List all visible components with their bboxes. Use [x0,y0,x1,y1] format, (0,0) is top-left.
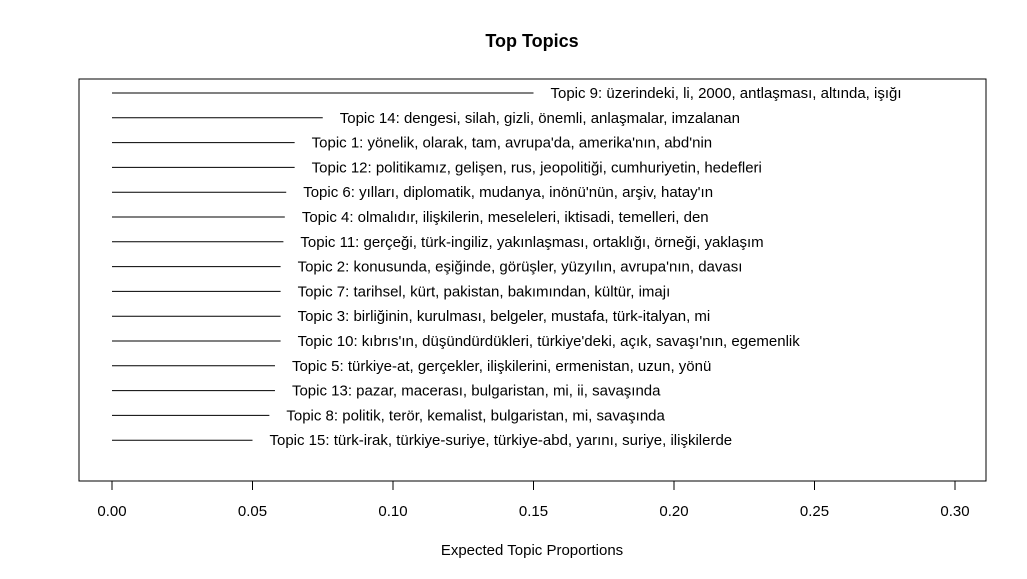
topic-label: Topic 14: dengesi, silah, gizli, önemli,… [340,110,740,127]
topic-label: Topic 1: yönelik, olarak, tam, avrupa'da… [312,135,712,152]
x-tick-label: 0.10 [378,503,407,520]
x-ticks: 0.00 0.05 0.10 0.15 0.20 0.25 0.30 [97,481,970,520]
topic-label: Topic 5: türkiye-at, gerçekler, ilişkile… [292,358,711,375]
topic-label: Topic 7: tarihsel, kürt, pakistan, bakım… [298,283,671,300]
x-tick-label: 0.00 [97,503,126,520]
topic-label: Topic 4: olmalıdır, ilişkilerin, meselel… [302,209,709,226]
x-tick-label: 0.30 [940,503,969,520]
x-axis: 0.00 0.05 0.10 0.15 0.20 0.25 0.30 [97,480,970,520]
topic-label: Topic 15: türk-irak, türkiye-suriye, tür… [270,432,733,449]
x-tick-label: 0.05 [238,503,267,520]
x-tick-label: 0.25 [800,503,829,520]
x-tick-label: 0.20 [659,503,688,520]
bars-group: Topic 9: üzerindeki, li, 2000, antlaşmas… [112,85,902,449]
topic-label: Topic 9: üzerindeki, li, 2000, antlaşmas… [551,85,902,102]
chart-title: Top Topics [485,31,578,51]
topic-label: Topic 6: yılları, diplomatik, mudanya, i… [303,184,713,201]
topic-label: Topic 13: pazar, macerası, bulgaristan, … [292,383,661,400]
x-tick-label: 0.15 [519,503,548,520]
topic-label: Topic 12: politikamız, gelişen, rus, jeo… [312,159,762,176]
topic-label: Topic 11: gerçeği, türk-ingiliz, yakınla… [300,234,763,251]
topic-label: Topic 8: politik, terör, kemalist, bulga… [286,407,665,424]
topic-label: Topic 3: birliğinin, kurulması, belgeler… [298,308,711,325]
x-axis-label: Expected Topic Proportions [441,542,623,559]
topic-label: Topic 2: konusunda, eşiğinde, görüşler, … [298,259,743,276]
topic-label: Topic 10: kıbrıs'ın, düşündürdükleri, tü… [298,333,801,350]
